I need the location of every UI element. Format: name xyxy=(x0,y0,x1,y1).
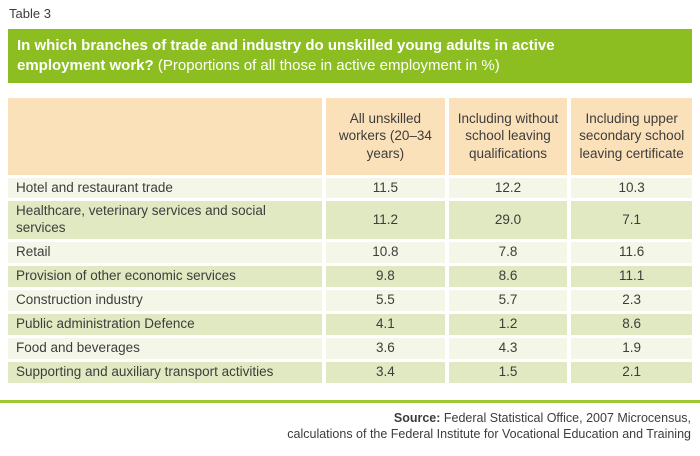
value-cell: 11.2 xyxy=(322,198,447,241)
table-row: Provision of other economic services 9.8… xyxy=(8,263,692,289)
value-cell: 11.1 xyxy=(567,263,692,289)
footer-divider xyxy=(0,400,700,403)
table-figure: Table 3 In which branches of trade and i… xyxy=(0,6,700,443)
value-cell: 1.2 xyxy=(444,310,570,337)
value-cell: 2.3 xyxy=(567,286,692,313)
branch-cell: Supporting and auxiliary transport activ… xyxy=(8,358,325,383)
header-branch-empty xyxy=(8,98,325,176)
source-line-1: Source: Federal Statistical Office, 2007… xyxy=(8,410,691,426)
table-row: Public administration Defence 4.1 1.2 8.… xyxy=(8,310,692,337)
value-cell: 4.1 xyxy=(322,310,447,337)
value-cell: 9.8 xyxy=(322,263,447,289)
value-cell: 10.3 xyxy=(567,174,692,200)
table-title-bar: In which branches of trade and industry … xyxy=(8,29,692,83)
value-cell: 7.1 xyxy=(567,198,692,241)
value-cell: 1.9 xyxy=(567,334,692,360)
value-cell: 3.6 xyxy=(322,334,447,360)
value-cell: 12.2 xyxy=(444,174,570,200)
table-row: Supporting and auxiliary transport activ… xyxy=(8,358,692,383)
table-subtitle: (Proportions of all those in active empl… xyxy=(157,56,500,74)
branch-cell: Food and beverages xyxy=(8,334,325,360)
branch-cell: Retail xyxy=(8,239,325,265)
branch-cell: Healthcare, veterinary services and soci… xyxy=(8,198,325,241)
branch-cell: Public administration Defence xyxy=(8,310,325,337)
table-row: Retail 10.8 7.8 11.6 xyxy=(8,239,692,265)
source-label: Source: xyxy=(393,411,441,425)
branch-cell: Hotel and restaurant trade xyxy=(8,174,325,200)
header-col-without-qualifications: Including without school leaving qualifi… xyxy=(444,98,570,176)
table-title: In which branches of trade and industry … xyxy=(17,37,555,74)
value-cell: 4.3 xyxy=(444,334,570,360)
value-cell: 29.0 xyxy=(444,198,570,241)
table-row: Food and beverages 3.6 4.3 1.9 xyxy=(8,334,692,360)
table-header-row: All unskilled workers (20–34 years) Incl… xyxy=(8,98,692,176)
header-col-all-unskilled: All unskilled workers (20–34 years) xyxy=(322,98,447,176)
table-row: Construction industry 5.5 5.7 2.3 xyxy=(8,286,692,313)
header-col-upper-secondary: Including upper secondary school leaving… xyxy=(567,98,692,176)
value-cell: 5.7 xyxy=(444,286,570,313)
value-cell: 1.5 xyxy=(444,358,570,383)
value-cell: 5.5 xyxy=(322,286,447,313)
value-cell: 8.6 xyxy=(444,263,570,289)
branch-cell: Construction industry xyxy=(8,286,325,313)
data-table: All unskilled workers (20–34 years) Incl… xyxy=(8,98,692,383)
value-cell: 3.4 xyxy=(322,358,447,383)
value-cell: 2.1 xyxy=(567,358,692,383)
value-cell: 8.6 xyxy=(567,310,692,337)
value-cell: 10.8 xyxy=(322,239,447,265)
branch-cell: Provision of other economic services xyxy=(8,263,325,289)
value-cell: 7.8 xyxy=(444,239,570,265)
table-row: Hotel and restaurant trade 11.5 12.2 10.… xyxy=(8,174,692,200)
value-cell: 11.6 xyxy=(567,239,692,265)
source-text-1: Federal Statistical Office, 2007 Microce… xyxy=(443,411,691,425)
table-title-text: In which branches of trade and industry … xyxy=(17,36,622,75)
source-note: Source: Federal Statistical Office, 2007… xyxy=(8,410,692,443)
table-row: Healthcare, veterinary services and soci… xyxy=(8,198,692,241)
table-number-label: Table 3 xyxy=(9,6,51,21)
source-line-2: calculations of the Federal Institute fo… xyxy=(287,427,691,442)
value-cell: 11.5 xyxy=(322,174,447,200)
